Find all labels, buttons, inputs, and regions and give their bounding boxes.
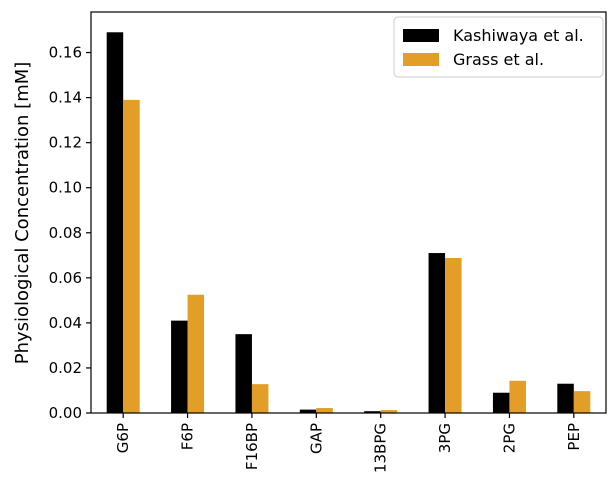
bar-13BPG-series-1 xyxy=(364,411,381,413)
bar-2PG-series-1 xyxy=(492,392,510,413)
bar-3PG-series-2 xyxy=(445,258,462,413)
y-tick-label: 0.06 xyxy=(49,269,82,287)
bar-GAP-series-2 xyxy=(316,408,333,413)
plot-frame xyxy=(90,11,607,414)
x-tick-label: 13BPG xyxy=(372,423,390,473)
bar-F16BP-series-1 xyxy=(235,334,252,413)
bar-F16BP-series-2 xyxy=(251,384,269,413)
y-tick-label: 0.16 xyxy=(49,44,82,62)
y-tick-label: 0.04 xyxy=(49,314,82,332)
bar-2PG-series-2 xyxy=(509,380,526,413)
legend-entry-label: Kashiwaya et al. xyxy=(453,26,584,45)
bar-GAP-series-1 xyxy=(299,409,317,413)
x-tick-label: F6P xyxy=(179,423,197,450)
bar-PEP-series-1 xyxy=(557,383,574,413)
y-tick-label: 0.12 xyxy=(49,134,82,152)
bar-3PG-series-1 xyxy=(428,253,446,413)
x-tick-label: 3PG xyxy=(436,423,454,453)
legend-swatch xyxy=(403,29,439,42)
bar-PEP-series-2 xyxy=(573,391,591,413)
x-tick-label: 2PG xyxy=(500,423,518,453)
x-tick-label: G6P xyxy=(114,423,132,453)
y-axis-label: Physiological Concentration [mM] xyxy=(12,62,33,365)
x-tick-label: PEP xyxy=(565,423,583,451)
x-tick-label: F16BP xyxy=(243,423,261,470)
y-tick-label: 0.14 xyxy=(49,89,82,107)
legend: Kashiwaya et al. Grass et al. xyxy=(393,16,604,78)
y-tick-label: 0.08 xyxy=(49,224,82,242)
y-tick-label: 0.10 xyxy=(49,179,82,197)
y-tick-label: 0.00 xyxy=(49,404,82,422)
bar-F6P-series-1 xyxy=(171,320,188,413)
bar-13BPG-series-2 xyxy=(380,410,398,413)
x-tick-label: GAP xyxy=(307,423,325,454)
axes-layer: 0.00 0.02 0.04 0.06 0.08 0.10 0.12 0.14 0.16 G6P F… xyxy=(49,11,607,473)
bars-layer xyxy=(106,32,591,414)
bar-G6P-series-2 xyxy=(123,99,140,413)
legend-entry-label: Grass et al. xyxy=(453,50,544,69)
y-tick-label: 0.02 xyxy=(49,359,82,377)
legend-box xyxy=(393,16,604,78)
legend-swatch xyxy=(403,53,439,66)
bar-G6P-series-1 xyxy=(106,32,124,414)
bar-F6P-series-2 xyxy=(187,294,205,413)
